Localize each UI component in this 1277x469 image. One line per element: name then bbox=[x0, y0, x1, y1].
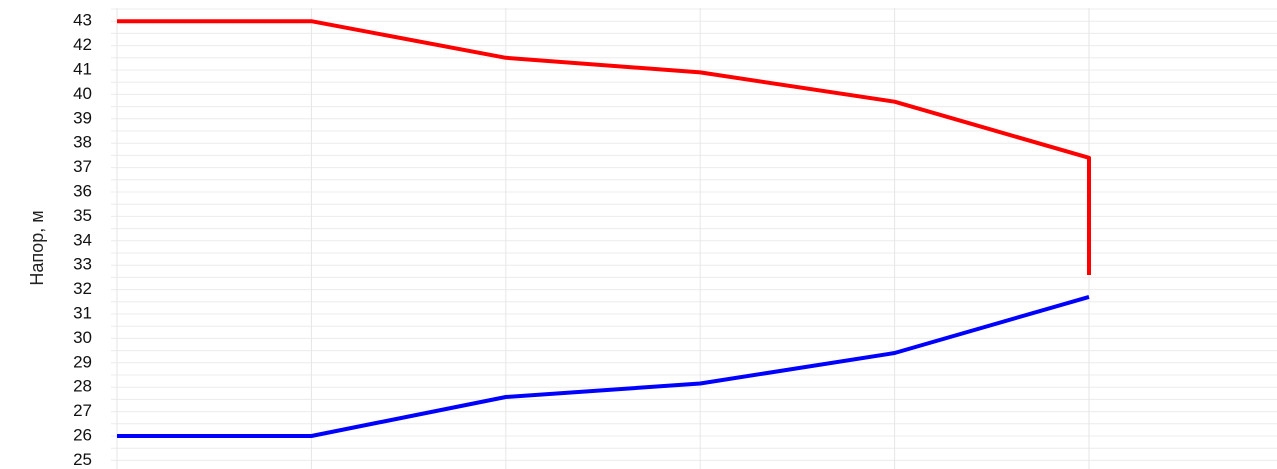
y-tick-label: 41 bbox=[73, 59, 92, 78]
y-tick-label: 40 bbox=[73, 84, 92, 103]
y-tick-label: 25 bbox=[73, 450, 92, 469]
y-tick-label: 37 bbox=[73, 157, 92, 176]
series-lines bbox=[117, 19, 1091, 438]
y-tick-label: 28 bbox=[73, 377, 92, 396]
y-tick-label: 43 bbox=[73, 11, 92, 30]
y-tick-label: 36 bbox=[73, 181, 92, 200]
y-tick-label: 31 bbox=[73, 303, 92, 322]
series-line-1 bbox=[117, 19, 1091, 275]
y-tick-label: 29 bbox=[73, 352, 92, 371]
y-axis-ticks: 25 26 27 28 29 30 31 32 33 34 35 36 37 38 39 40 41 42 43 bbox=[73, 11, 92, 469]
y-tick-label: 27 bbox=[73, 401, 92, 420]
series-line-2 bbox=[117, 294, 1090, 438]
y-tick-label: 39 bbox=[73, 108, 92, 127]
y-axis-label: Напор, м bbox=[27, 210, 47, 285]
y-tick-label: 35 bbox=[73, 206, 92, 225]
y-tick-label: 42 bbox=[73, 35, 92, 54]
y-tick-label: 26 bbox=[73, 425, 92, 444]
y-tick-label: 32 bbox=[73, 279, 92, 298]
grid bbox=[111, 8, 1277, 469]
y-tick-label: 38 bbox=[73, 133, 92, 152]
y-tick-label: 30 bbox=[73, 328, 92, 347]
y-tick-label: 33 bbox=[73, 255, 92, 274]
y-tick-label: 34 bbox=[73, 230, 92, 249]
